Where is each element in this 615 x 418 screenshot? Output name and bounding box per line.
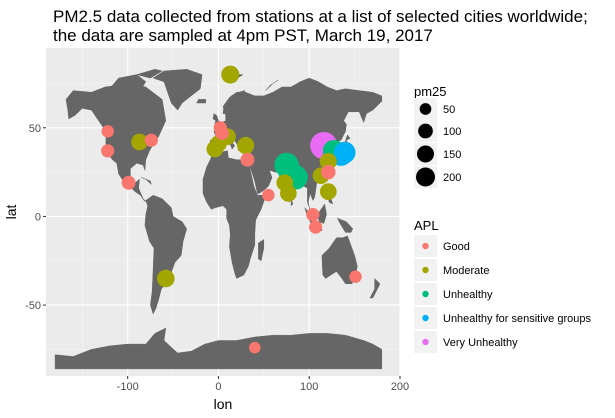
data-point <box>333 141 356 164</box>
landmass-canadian-islands <box>109 74 147 93</box>
landmass-madagascar <box>258 239 265 262</box>
world-map <box>54 69 383 370</box>
size-legend-title: pm25 <box>414 84 447 99</box>
landmass-greenland <box>152 69 203 111</box>
x-tick-label: -100 <box>117 381 139 393</box>
size-legend-dot <box>418 123 433 139</box>
landmass-iceland <box>196 99 207 104</box>
data-point <box>262 188 275 202</box>
color-legend-dot <box>422 266 429 274</box>
data-point <box>321 164 336 180</box>
x-axis-title: lon <box>214 396 233 412</box>
size-legend-label: 200 <box>443 172 461 184</box>
data-point <box>121 175 136 190</box>
data-point <box>144 133 158 147</box>
y-tick-label: -50 <box>25 300 41 312</box>
size-legend-label: 150 <box>443 149 461 161</box>
chart-title-line-2: the data are sampled at 4pm PST, March 1… <box>53 26 433 45</box>
landmass-north-america <box>65 83 167 203</box>
color-legend-label: Unhealthy <box>443 289 493 301</box>
data-point <box>157 269 175 288</box>
color-legend-title: APL <box>414 218 439 233</box>
x-tick-label: 0 <box>215 381 221 393</box>
color-legend-label: Good <box>443 241 470 253</box>
data-point <box>248 341 261 354</box>
size-legend-dot <box>416 167 435 187</box>
color-legend-dot <box>422 314 429 322</box>
data-point <box>131 133 148 151</box>
data-point <box>308 220 323 234</box>
x-tick-label: 100 <box>300 381 318 393</box>
data-point <box>306 208 320 222</box>
legends: pm25 50 100 150 200 APL Good Moderate Unhealthy U… <box>414 84 591 353</box>
y-tick-label: 0 <box>35 211 41 223</box>
data-point <box>319 152 337 171</box>
data-points <box>101 65 362 354</box>
landmass-caribbean <box>141 177 152 185</box>
landmass-arabia <box>249 161 273 194</box>
landmass-antarctica <box>54 327 383 370</box>
data-point <box>240 152 255 167</box>
size-legend-dot <box>416 145 435 163</box>
landmass-ellesmere <box>136 69 163 79</box>
color-legend-label: Moderate <box>443 265 489 277</box>
landmass-south-america <box>144 194 187 315</box>
color-legend-label: Unhealthy for sensitive groups <box>443 313 591 325</box>
color-legend-dot <box>422 338 429 346</box>
chart-title-line-1: PM2.5 data collected from stations at a … <box>53 7 588 26</box>
landmass-scandinavia <box>222 90 246 118</box>
data-point <box>237 136 255 155</box>
y-tick-label: 50 <box>29 123 41 135</box>
landmass-new-zealand <box>369 278 381 299</box>
size-legend-label: 100 <box>443 126 461 138</box>
size-legend-label: 50 <box>443 104 455 116</box>
landmass-africa <box>202 150 266 279</box>
axes: -100 0 100 200 -50 0 50 lon lat <box>3 123 409 412</box>
color-legend-dot <box>422 290 429 298</box>
y-axis-title: lat <box>3 205 19 220</box>
x-tick-label: 200 <box>391 381 409 393</box>
data-point <box>280 185 297 202</box>
data-point <box>221 65 240 84</box>
data-point <box>101 125 114 138</box>
landmass-novaya-zemlya <box>265 79 279 91</box>
size-legend-dot <box>419 103 432 115</box>
data-point <box>213 121 227 135</box>
data-point <box>101 144 115 158</box>
data-point <box>319 183 337 200</box>
color-legend-label: Very Unhealthy <box>443 337 518 349</box>
data-point <box>349 270 362 283</box>
color-legend-dot <box>422 242 429 250</box>
landmass-new-guinea <box>337 217 354 233</box>
